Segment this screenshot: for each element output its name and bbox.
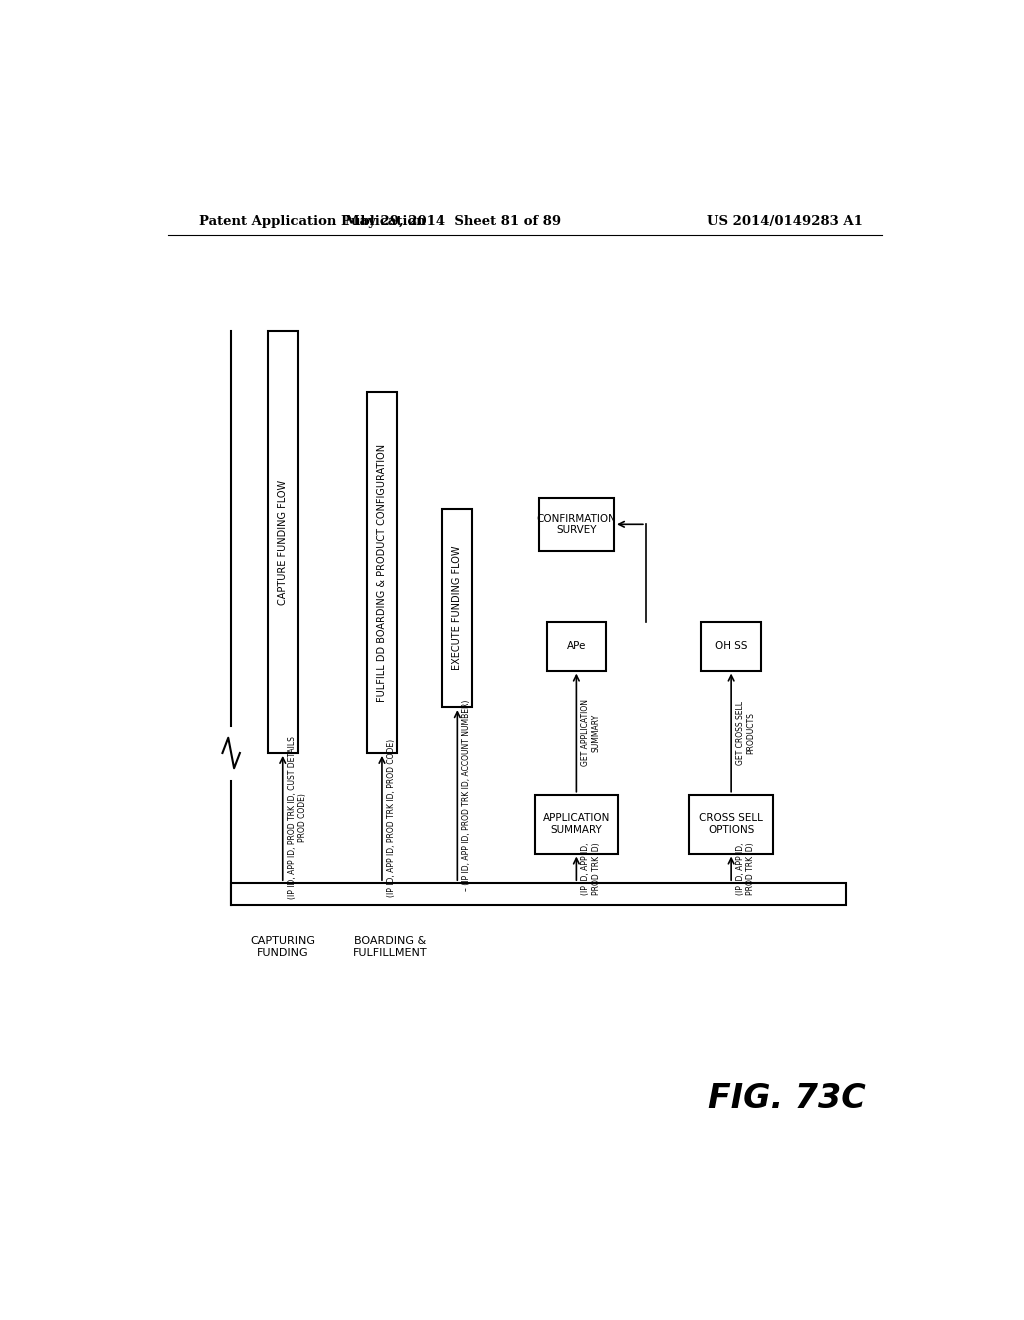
Bar: [535, 795, 618, 854]
Text: (IP ID, APP ID,
PROD TRK ID): (IP ID, APP ID, PROD TRK ID): [582, 842, 600, 895]
Text: CONFIRMATION
SURVEY: CONFIRMATION SURVEY: [537, 513, 616, 535]
Text: FIG. 73C: FIG. 73C: [708, 1082, 865, 1115]
Text: CAPTURE FUNDING FLOW: CAPTURE FUNDING FLOW: [278, 479, 288, 605]
Bar: [539, 498, 614, 550]
Bar: [689, 795, 773, 854]
Text: GET APPLICATION
SUMMARY: GET APPLICATION SUMMARY: [582, 700, 600, 766]
Bar: [231, 883, 846, 906]
Text: May 29, 2014  Sheet 81 of 89: May 29, 2014 Sheet 81 of 89: [345, 215, 561, 228]
Text: US 2014/0149283 A1: US 2014/0149283 A1: [708, 215, 863, 228]
Bar: [701, 622, 761, 671]
Text: – (IP ID, APP ID, PROD TRK ID, ACCOUNT NUMBER): – (IP ID, APP ID, PROD TRK ID, ACCOUNT N…: [462, 700, 471, 891]
Text: FULFILL DD BOARDING & PRODUCT CONFIGURATION: FULFILL DD BOARDING & PRODUCT CONFIGURAT…: [377, 444, 387, 702]
Text: Patent Application Publication: Patent Application Publication: [200, 215, 426, 228]
Text: OH SS: OH SS: [715, 642, 748, 651]
Text: APe: APe: [566, 642, 586, 651]
Bar: [367, 392, 397, 752]
Text: BOARDING &
FULFILLMENT: BOARDING & FULFILLMENT: [352, 936, 427, 957]
Bar: [547, 622, 606, 671]
Bar: [267, 331, 298, 752]
Text: CROSS SELL
OPTIONS: CROSS SELL OPTIONS: [699, 813, 763, 836]
Text: (IP ID, APP ID, PROD TRK ID, PROD CODE): (IP ID, APP ID, PROD TRK ID, PROD CODE): [387, 739, 395, 898]
Text: APPLICATION
SUMMARY: APPLICATION SUMMARY: [543, 813, 610, 836]
Text: EXECUTE FUNDING FLOW: EXECUTE FUNDING FLOW: [453, 546, 463, 671]
Text: GET CROSS SELL
PRODUCTS: GET CROSS SELL PRODUCTS: [736, 701, 756, 764]
Text: CAPTURING
FUNDING: CAPTURING FUNDING: [250, 936, 315, 957]
Bar: [442, 510, 472, 708]
Text: (IP ID, APP ID,
PROD TRK ID): (IP ID, APP ID, PROD TRK ID): [736, 842, 756, 895]
Text: (IP ID, APP ID, PROD TRK ID, CUST DETAILS
PROD CODE): (IP ID, APP ID, PROD TRK ID, CUST DETAIL…: [288, 737, 307, 899]
